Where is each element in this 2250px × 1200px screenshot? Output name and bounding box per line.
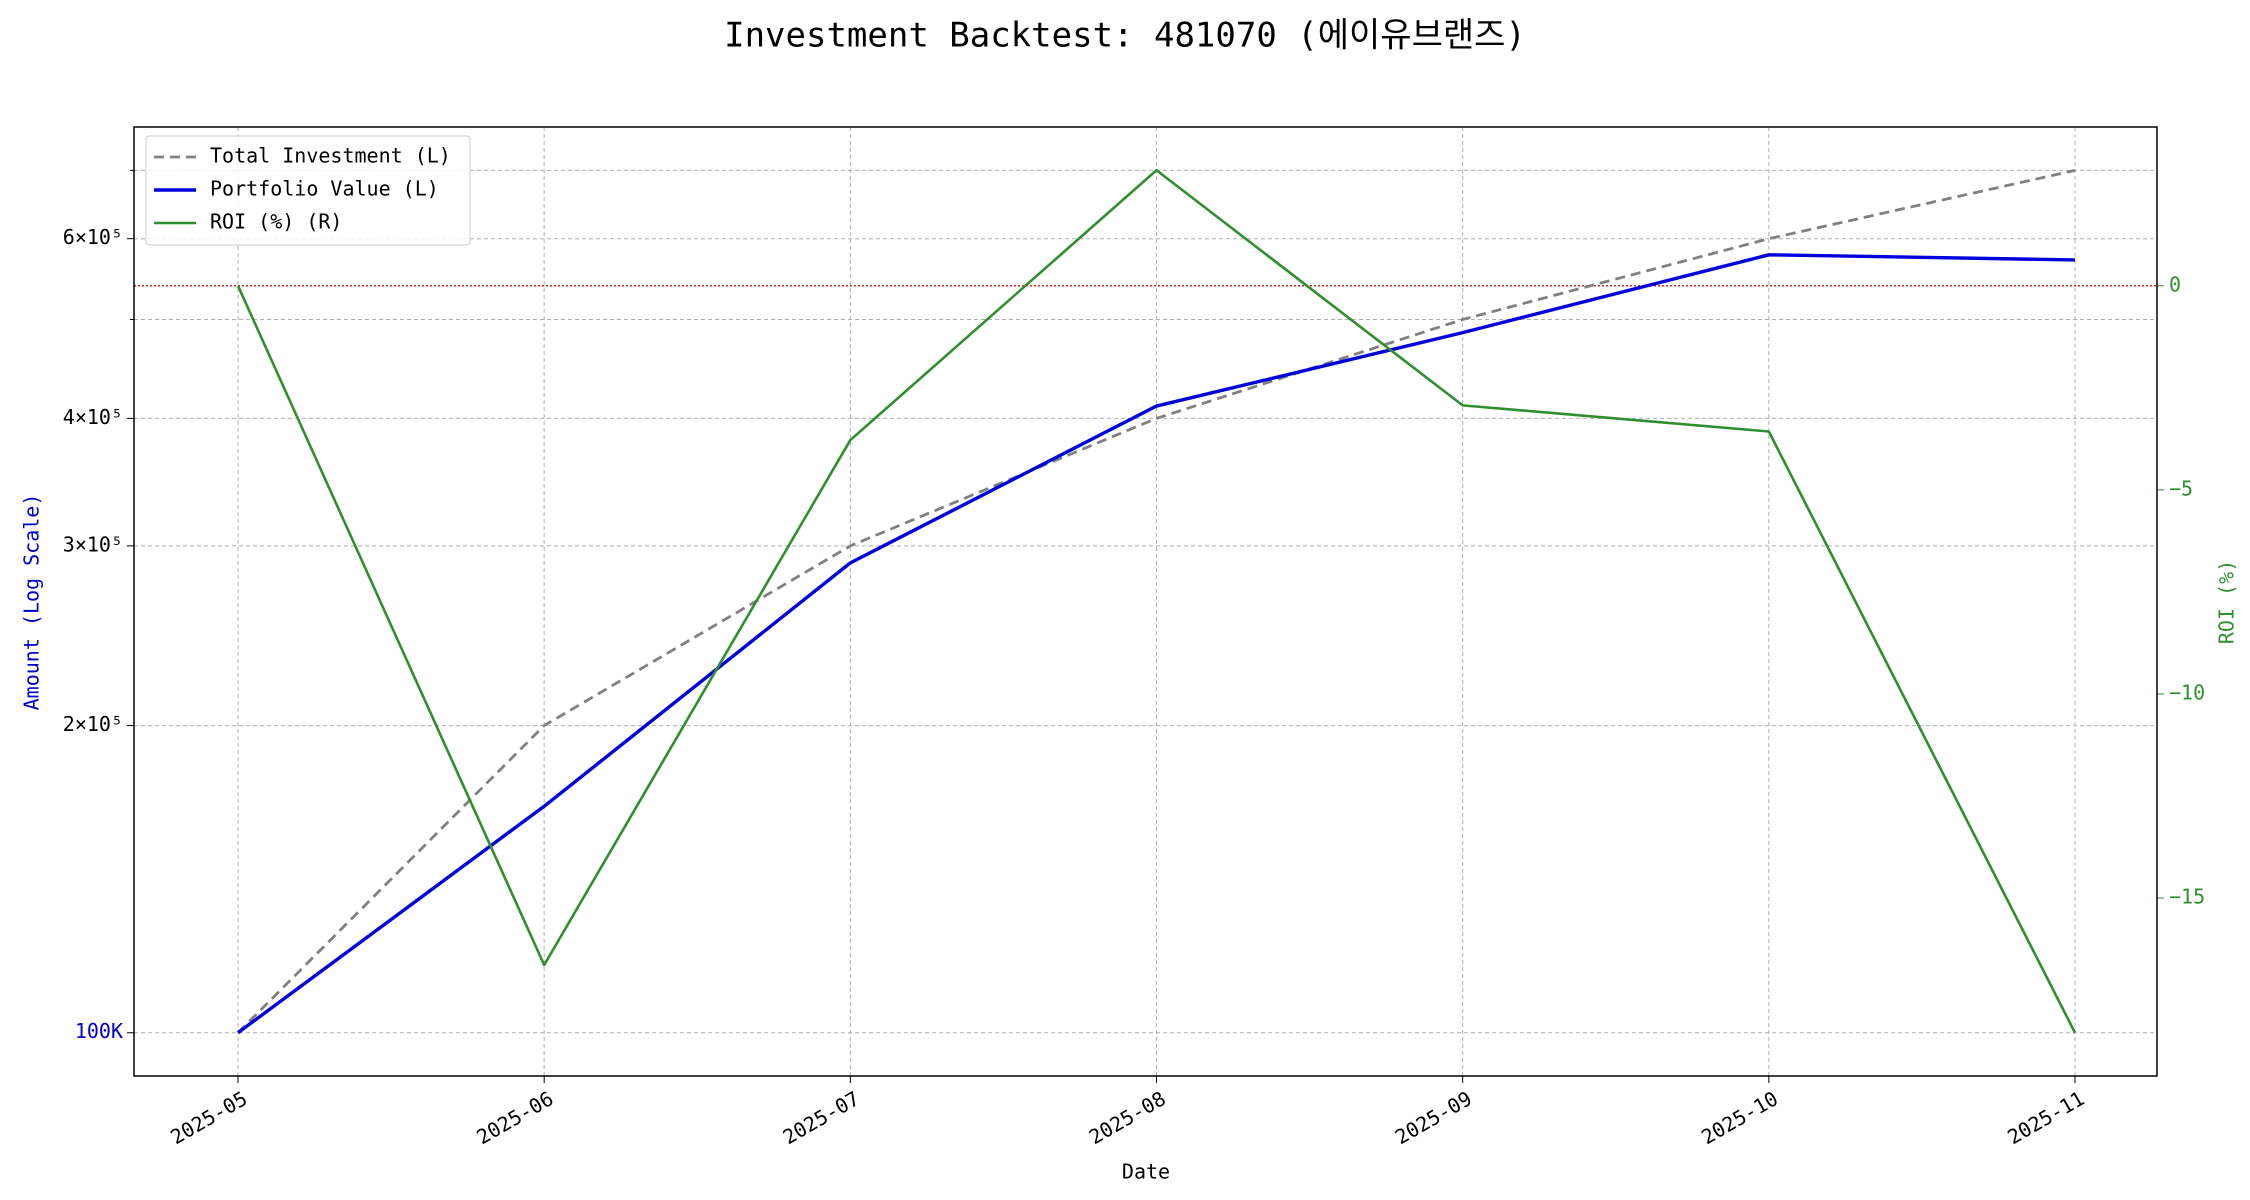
x-axis-label: Date — [1122, 1160, 1170, 1184]
x-tick-label: 2025-05 — [166, 1086, 251, 1149]
legend-label: ROI (%) (R) — [210, 210, 342, 234]
legend: Total Investment (L) Portfolio Value (L) R… — [145, 135, 471, 246]
legend-box — [145, 135, 471, 246]
y-axis-label: Amount (Log Scale) — [20, 494, 44, 711]
y2-tick-label: −15 — [2169, 885, 2205, 909]
y2-tick-label: −5 — [2169, 476, 2193, 500]
x-tick-label: 2025-09 — [1391, 1086, 1476, 1149]
y-tick-label: 2×10⁵ — [63, 712, 123, 736]
series-line — [236, 253, 2076, 1035]
x-tick-label: 2025-07 — [779, 1086, 864, 1149]
x-tick-label: 2025-06 — [472, 1086, 557, 1149]
series-line — [237, 169, 2076, 1034]
legend-label: Portfolio Value (L) — [210, 177, 439, 201]
x-tick-label: 2025-11 — [2003, 1086, 2088, 1149]
series-line — [236, 168, 2077, 1034]
y-tick-label: 6×10⁵ — [63, 225, 123, 249]
x-tick-label: 2025-08 — [1085, 1086, 1170, 1149]
y2-axis-label: ROI (%) — [2215, 560, 2239, 644]
legend-label: Total Investment (L) — [210, 144, 451, 168]
y2-tick-label: −10 — [2169, 680, 2205, 704]
chart-title: Investment Backtest: 481070 (에이유브랜즈) — [724, 16, 1526, 56]
x-tick-label: 2025-10 — [1697, 1086, 1782, 1149]
y-tick-label: 4×10⁵ — [63, 405, 123, 429]
y2-tick-label: 0 — [2169, 272, 2181, 296]
y-tick-label: 3×10⁵ — [63, 532, 123, 556]
plot-frame — [133, 126, 2158, 1077]
y-tick-label: 100K — [75, 1019, 123, 1043]
